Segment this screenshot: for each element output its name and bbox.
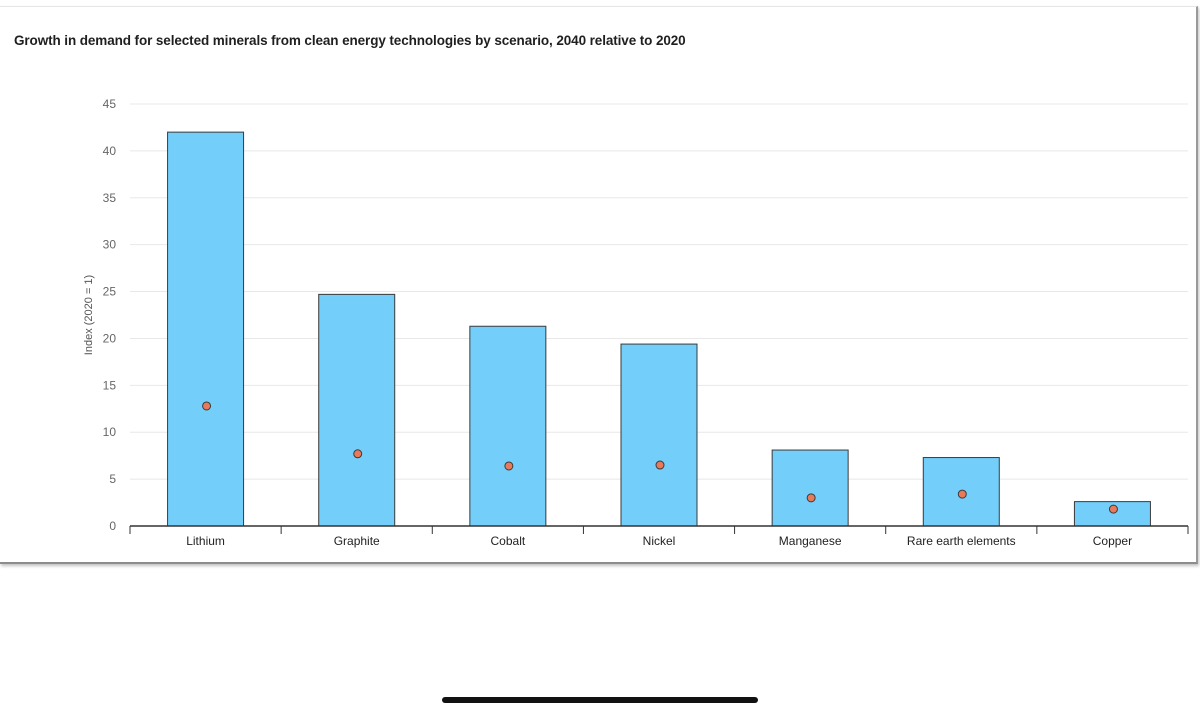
point-rare-earth-elements xyxy=(957,489,967,499)
point-copper xyxy=(1108,504,1118,514)
bar-graphite xyxy=(318,293,396,527)
x-tick-label: Copper xyxy=(1093,534,1132,548)
y-axis-label: Index (2020 = 1) xyxy=(83,275,95,355)
y-tick-label: 35 xyxy=(103,191,117,205)
x-tick-label: Nickel xyxy=(643,534,676,548)
x-tick-label: Graphite xyxy=(334,534,380,548)
chart-title: Growth in demand for selected minerals f… xyxy=(14,33,686,48)
bar-lithium xyxy=(167,131,245,527)
point-series xyxy=(202,401,1118,514)
y-tick-label: 45 xyxy=(103,97,117,111)
x-tick-label: Rare earth elements xyxy=(907,534,1016,548)
point-graphite xyxy=(353,449,363,459)
y-tick-label: 5 xyxy=(109,472,116,486)
point-manganese xyxy=(806,493,816,503)
bar-manganese xyxy=(771,449,849,527)
y-tick-label: 40 xyxy=(103,144,117,158)
y-axis-tick-labels: 0 5 10 15 20 25 30 35 40 45 xyxy=(103,97,117,533)
x-axis xyxy=(129,525,1189,534)
x-axis-tick-labels: Lithium Graphite Cobalt Nickel Manganese Rare… xyxy=(186,534,1132,548)
y-tick-label: 15 xyxy=(103,378,117,392)
bar-nickel xyxy=(620,343,698,527)
y-tick-label: 30 xyxy=(103,238,117,252)
y-tick-label: 0 xyxy=(109,519,116,533)
x-tick-label: Lithium xyxy=(186,534,225,548)
y-tick-label: 25 xyxy=(103,285,117,299)
point-nickel xyxy=(655,460,665,470)
x-tick-label: Manganese xyxy=(779,534,842,548)
home-indicator[interactable] xyxy=(442,697,758,703)
bar-chart: 0 5 10 15 20 25 30 35 40 45 Index (2020 = 1) Lith… xyxy=(83,97,1189,548)
bar-cobalt xyxy=(469,325,547,527)
y-tick-label: 10 xyxy=(103,425,117,439)
point-lithium xyxy=(202,401,212,411)
point-cobalt xyxy=(504,461,514,471)
y-tick-label: 20 xyxy=(103,331,117,345)
x-tick-label: Cobalt xyxy=(491,534,526,548)
grid-lines xyxy=(130,103,1188,480)
